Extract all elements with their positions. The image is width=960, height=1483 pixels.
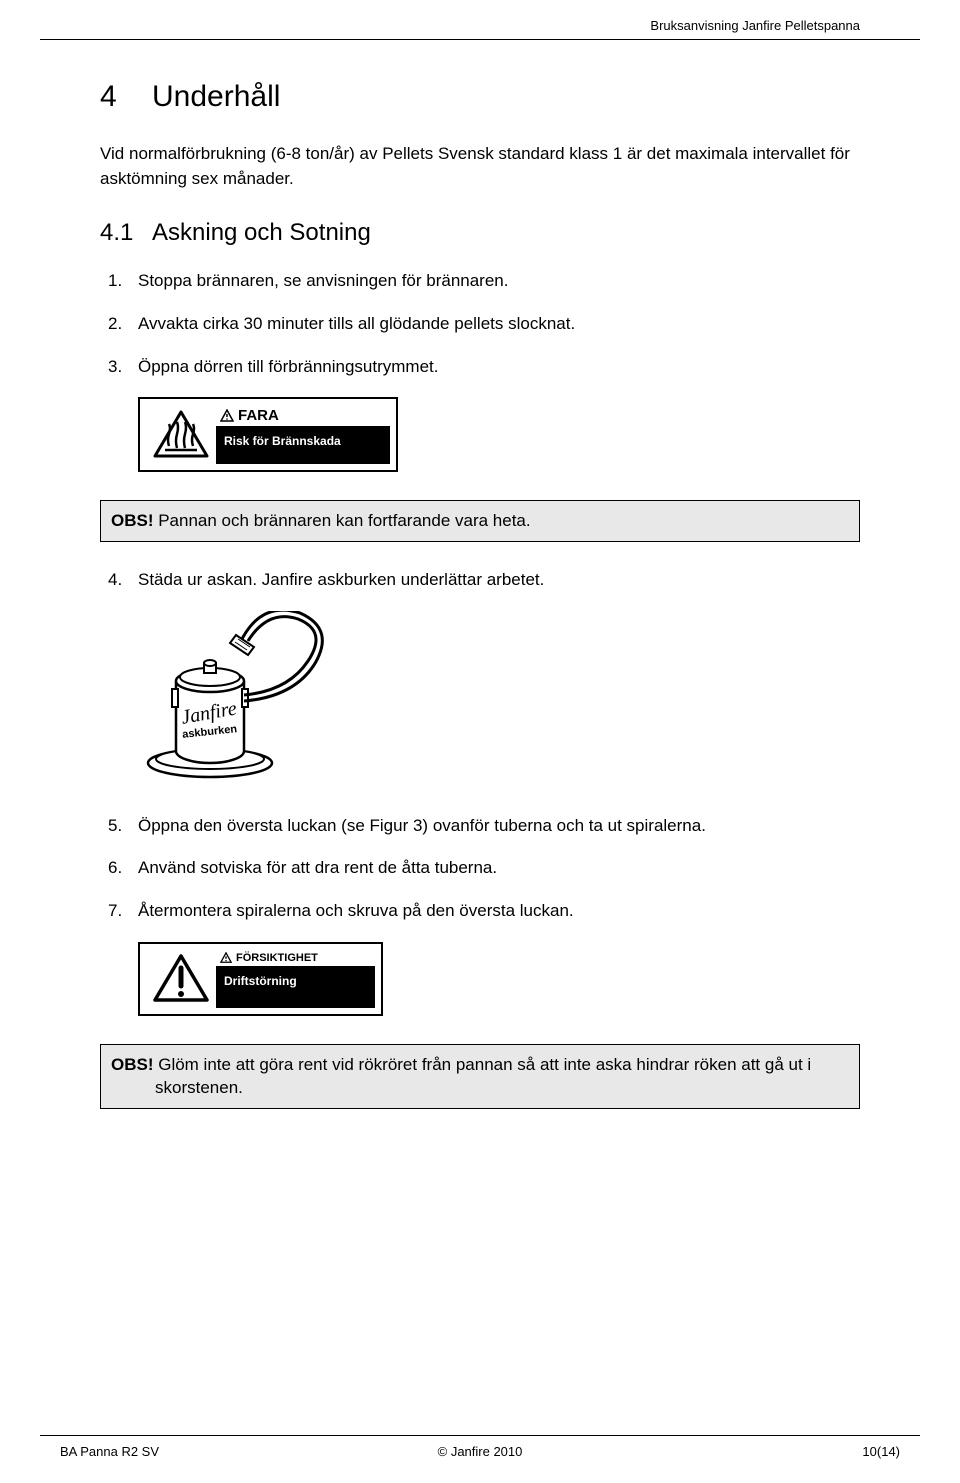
obs-text-line1: Glöm inte att göra rent vid rökröret frå… <box>154 1055 812 1074</box>
caution-body: Driftstörning <box>224 972 367 998</box>
hot-surface-icon <box>146 405 216 464</box>
caution-warning-box: FÖRSIKTIGHET Driftstörning <box>138 942 383 1016</box>
step-text: Avvakta cirka 30 minuter tills all glöda… <box>138 314 575 333</box>
danger-body: Risk för Brännskada <box>224 432 382 458</box>
danger-warning-box: FARA Risk för Brännskada <box>138 397 398 472</box>
doc-title: Bruksanvisning Janfire Pelletspanna <box>650 18 860 33</box>
step-text: Öppna den översta luckan (se Figur 3) ov… <box>138 816 706 835</box>
step-text: Använd sotviska för att dra rent de åtta… <box>138 858 497 877</box>
obs-text-line2: skorstenen. <box>111 1076 849 1100</box>
obs-note-1: OBS! Pannan och brännaren kan fortfarand… <box>100 500 860 542</box>
subsection-heading: 4.1Askning och Sotning <box>100 219 860 247</box>
caution-title: FÖRSIKTIGHET <box>236 952 318 964</box>
caution-title-row: FÖRSIKTIGHET <box>216 950 375 966</box>
section-number: 4 <box>100 80 152 114</box>
section-heading: 4Underhåll <box>100 80 860 114</box>
subsection-title: Askning och Sotning <box>152 219 371 246</box>
step-2: 2. Avvakta cirka 30 minuter tills all gl… <box>100 312 860 337</box>
step-number: 6. <box>108 856 122 881</box>
subsection-number: 4.1 <box>100 219 152 247</box>
step-number: 3. <box>108 355 122 380</box>
warning-triangle-icon <box>220 952 232 964</box>
step-7: 7. Återmontera spiralerna och skruva på … <box>100 899 860 924</box>
step-4: 4. Städa ur askan. Janfire askburken und… <box>100 568 860 593</box>
step-number: 2. <box>108 312 122 337</box>
obs-label: OBS! <box>111 511 154 530</box>
caution-triangle-icon <box>146 950 216 1008</box>
obs-note-2: OBS! Glöm inte att göra rent vid rökröre… <box>100 1044 860 1110</box>
obs-label: OBS! <box>111 1055 154 1074</box>
obs-text: Pannan och brännaren kan fortfarande var… <box>154 511 531 530</box>
askburken-illustration: Janfire askburken <box>138 611 860 786</box>
page-content: 4Underhåll Vid normalförbrukning (6-8 to… <box>0 40 960 1109</box>
danger-title-row: FARA <box>216 405 390 426</box>
danger-text-panel: FARA Risk för Brännskada <box>216 405 390 464</box>
section-intro: Vid normalförbrukning (6-8 ton/år) av Pe… <box>100 142 860 191</box>
step-number: 1. <box>108 269 122 294</box>
step-text: Återmontera spiralerna och skruva på den… <box>138 901 574 920</box>
page-footer: BA Panna R2 SV © Janfire 2010 10(14) <box>40 1435 920 1459</box>
step-3: 3. Öppna dörren till förbränningsutrymme… <box>100 355 860 380</box>
step-number: 7. <box>108 899 122 924</box>
footer-center: © Janfire 2010 <box>40 1444 920 1459</box>
step-number: 5. <box>108 814 122 839</box>
step-text: Stoppa brännaren, se anvisningen för brä… <box>138 271 508 290</box>
warning-triangle-icon <box>220 409 234 423</box>
danger-title: FARA <box>238 407 279 424</box>
step-text: Öppna dörren till förbränningsutrymmet. <box>138 357 438 376</box>
step-1: 1. Stoppa brännaren, se anvisningen för … <box>100 269 860 294</box>
section-title: Underhåll <box>152 80 280 113</box>
step-5: 5. Öppna den översta luckan (se Figur 3)… <box>100 814 860 839</box>
step-6: 6. Använd sotviska för att dra rent de å… <box>100 856 860 881</box>
page-header: Bruksanvisning Janfire Pelletspanna <box>40 0 920 40</box>
step-number: 4. <box>108 568 122 593</box>
caution-text-panel: FÖRSIKTIGHET Driftstörning <box>216 950 375 1008</box>
step-text: Städa ur askan. Janfire askburken underl… <box>138 570 544 589</box>
